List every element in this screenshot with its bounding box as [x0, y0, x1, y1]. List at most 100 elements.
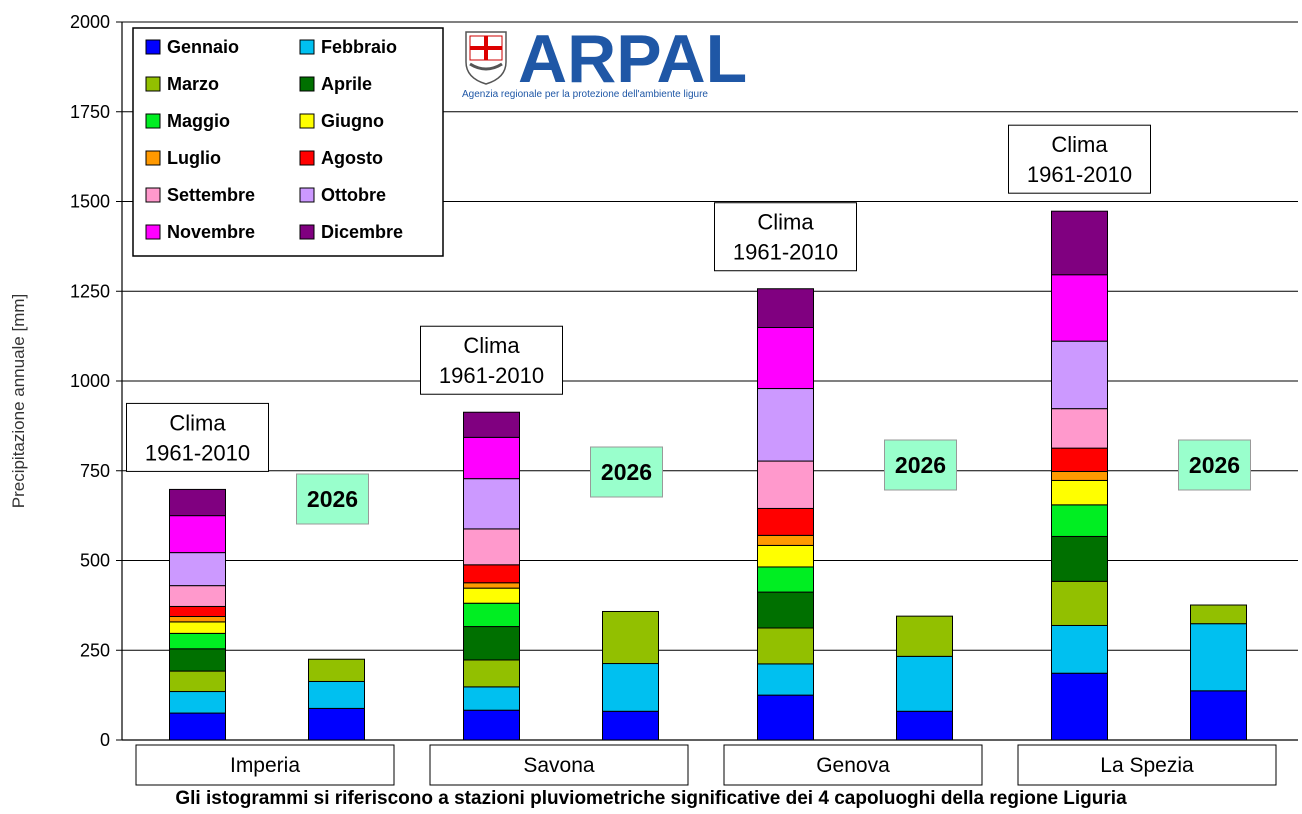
legend-label: Aprile — [321, 74, 372, 94]
clima-label-text: 1961-2010 — [733, 240, 838, 265]
legend-label: Agosto — [321, 148, 383, 168]
bar-segment-2026 — [308, 680, 365, 709]
bar-segment-clima — [169, 616, 226, 623]
bar-segment-clima — [757, 627, 814, 665]
bar-segment-2026 — [1190, 690, 1247, 741]
logo-wordmark: ARPAL — [518, 21, 747, 97]
x-category-label: La Spezia — [1100, 754, 1194, 777]
bar-segment-clima — [463, 709, 520, 741]
bar-segment-clima — [169, 621, 226, 634]
precipitation-chart: 0 250 500 750 1000 1250 1500 1750 2000 Precipitaz… — [9, 12, 1298, 786]
clima-label-box — [420, 325, 563, 395]
bar-segment-clima — [463, 587, 520, 604]
category-label-box — [723, 744, 983, 786]
bar-segment-clima — [463, 626, 520, 661]
bar-segment-clima — [169, 691, 226, 714]
legend-swatch — [299, 150, 315, 166]
bar-segment-clima — [1051, 408, 1108, 449]
bar-segment-clima — [1051, 470, 1108, 481]
y-tick-label: 500 — [80, 551, 110, 571]
bar-segment-clima — [1051, 340, 1108, 410]
bar-segment-clima — [1051, 210, 1108, 276]
y-axis-label: Precipitazione annuale [mm] — [9, 294, 28, 509]
bar-segment-clima — [757, 566, 814, 593]
bar-segment-2026 — [602, 610, 659, 665]
legend-swatch — [145, 113, 161, 129]
bar-segment-clima — [463, 564, 520, 584]
bar-segment-clima — [169, 670, 226, 693]
year-label-text: 2026 — [601, 459, 652, 485]
bar-segment-clima — [757, 591, 814, 629]
legend-swatch — [145, 39, 161, 55]
legend-swatch — [145, 224, 161, 240]
clima-label-text: Clima — [463, 333, 520, 358]
bar-segment-clima — [1051, 672, 1108, 741]
y-tick-label: 1000 — [70, 371, 110, 391]
legend-label: Settembre — [167, 185, 255, 205]
legend: Gennaio Febbraio Marzo Aprile Maggio Giugno Lu… — [132, 27, 444, 257]
legend-swatch — [299, 187, 315, 203]
legend-box — [132, 27, 444, 257]
bar-segment-2026 — [602, 663, 659, 712]
x-category-label: Savona — [523, 754, 595, 777]
legend-swatch — [299, 224, 315, 240]
legend-label: Febbraio — [321, 37, 397, 57]
bar-segment-clima — [169, 632, 226, 650]
bar-segment-clima — [1051, 504, 1108, 537]
y-tick-label: 750 — [80, 461, 110, 481]
bar-segment-clima — [169, 515, 226, 554]
bar-segment-2026 — [308, 658, 365, 682]
bar-segment-2026 — [896, 655, 953, 712]
bar-segment-clima — [1051, 479, 1108, 506]
bar-segment-clima — [757, 694, 814, 741]
legend-label: Giugno — [321, 111, 384, 131]
bar-segment-2026 — [896, 710, 953, 741]
bar-segment-clima — [463, 582, 520, 589]
bar-segment-2026 — [1190, 604, 1247, 625]
category-label-box — [1017, 744, 1277, 786]
y-tick-label: 1500 — [70, 192, 110, 212]
bar-segment-clima — [463, 478, 520, 530]
bar-segment-clima — [1051, 624, 1108, 674]
bar-segment-clima — [463, 659, 520, 688]
clima-label-text: 1961-2010 — [145, 440, 250, 465]
bar-segment-clima — [463, 436, 520, 480]
bar-segment-clima — [757, 663, 814, 696]
bar-segment-clima — [1051, 274, 1108, 342]
legend-label: Ottobre — [321, 185, 386, 205]
clima-label-box — [1008, 124, 1151, 194]
legend-label: Luglio — [167, 148, 221, 168]
chart-caption: Gli istogrammi si riferiscono a stazioni… — [175, 788, 1127, 809]
clima-label-box — [714, 202, 857, 272]
legend-label: Novembre — [167, 222, 255, 242]
clima-label-text: 1961-2010 — [1027, 162, 1132, 187]
bar-segment-clima — [757, 507, 814, 536]
bar-segment-2026 — [1190, 623, 1247, 692]
bar-segment-clima — [169, 605, 226, 618]
bar-segment-2026 — [602, 710, 659, 741]
clima-label-text: 1961-2010 — [439, 363, 544, 388]
bar-segment-clima — [463, 602, 520, 628]
legend-swatch — [299, 113, 315, 129]
bar-segment-clima — [169, 648, 226, 672]
bar-segment-2026 — [308, 707, 365, 741]
x-category-label: Genova — [816, 754, 890, 777]
bar-segment-clima — [169, 585, 226, 607]
legend-label: Gennaio — [167, 37, 239, 57]
y-tick-label: 2000 — [70, 12, 110, 32]
clima-label-text: Clima — [757, 210, 814, 235]
legend-swatch — [145, 76, 161, 92]
legend-label: Dicembre — [321, 222, 403, 242]
year-label-text: 2026 — [307, 486, 358, 512]
bar-segment-clima — [757, 388, 814, 462]
clima-label-text: Clima — [169, 410, 226, 435]
clima-label-text: Clima — [1051, 132, 1108, 157]
bar-segment-clima — [169, 488, 226, 517]
x-category-label: Imperia — [230, 754, 300, 777]
bar-segment-clima — [463, 528, 520, 566]
legend-swatch — [145, 187, 161, 203]
bar-segment-clima — [463, 411, 520, 438]
category-label-box — [429, 744, 689, 786]
bar-segment-clima — [757, 460, 814, 509]
